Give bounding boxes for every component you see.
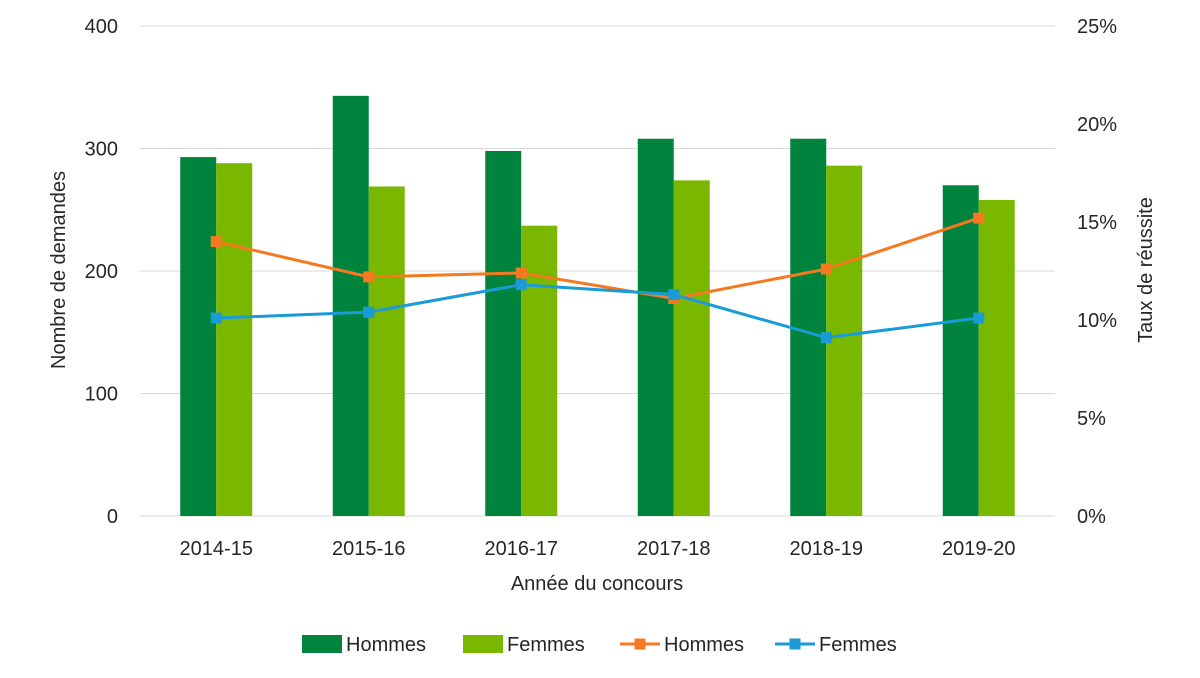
y2-tick-label: 25% xyxy=(1077,16,1117,38)
y2-tick-label: 0% xyxy=(1077,506,1106,528)
bar-femmes-2015-16 xyxy=(368,186,405,516)
marker-femmes-2014-15 xyxy=(210,312,222,324)
y-tick-label: 100 xyxy=(85,384,118,406)
bar-hommes-2018-19 xyxy=(790,138,827,516)
legend-label: Hommes xyxy=(346,634,426,656)
marker-hommes-2016-17 xyxy=(515,267,527,279)
lines xyxy=(210,212,985,344)
gridlines xyxy=(140,25,1055,517)
bar-hommes-2014-15 xyxy=(180,157,217,516)
marker-femmes-2019-20 xyxy=(973,312,985,324)
marker-hommes-2014-15 xyxy=(210,236,222,248)
bar-femmes-2014-15 xyxy=(216,163,253,516)
legend-label: Hommes xyxy=(664,634,744,656)
bar-femmes-2019-20 xyxy=(978,199,1015,516)
x-axis-title: Année du concours xyxy=(511,573,683,595)
legend: Hommes Femmes Hommes Femmes xyxy=(302,634,897,656)
legend-label: Femmes xyxy=(507,634,585,656)
marker-femmes-2018-19 xyxy=(820,332,832,344)
left-axis-ticks: 0 100 200 300 400 xyxy=(85,16,118,528)
y2-tick-label: 10% xyxy=(1077,310,1117,332)
y2-tick-label: 5% xyxy=(1077,408,1106,430)
line-hommes xyxy=(215,216,980,300)
x-tick-label: 2018-19 xyxy=(790,538,863,560)
x-tick-label: 2019-20 xyxy=(942,538,1015,560)
legend-swatch xyxy=(463,635,503,653)
bar-hommes-2017-18 xyxy=(637,138,674,516)
x-tick-label: 2017-18 xyxy=(637,538,710,560)
bar-hommes-2015-16 xyxy=(332,95,369,516)
y-tick-label: 200 xyxy=(85,261,118,283)
x-tick-label: 2015-16 xyxy=(332,538,405,560)
line-femmes xyxy=(216,283,979,340)
bar-femmes-2018-19 xyxy=(826,165,863,516)
bar-hommes-2016-17 xyxy=(485,150,522,516)
marker-hommes-2015-16 xyxy=(363,271,375,283)
y2-tick-label: 20% xyxy=(1077,114,1117,136)
x-axis-ticks: 2014-15 2015-16 2016-17 2017-18 2018-19 2019-… xyxy=(180,538,1016,560)
bar-hommes-2019-20 xyxy=(942,185,979,516)
x-tick-label: 2014-15 xyxy=(180,538,253,560)
x-tick-label: 2016-17 xyxy=(485,538,558,560)
y-tick-label: 0 xyxy=(107,506,118,528)
legend-marker xyxy=(789,638,801,650)
y-tick-label: 400 xyxy=(85,16,118,38)
marker-femmes-2015-16 xyxy=(363,306,375,318)
marker-femmes-2017-18 xyxy=(668,289,680,301)
marker-hommes-2018-19 xyxy=(820,263,832,275)
bars xyxy=(180,95,1015,517)
bar-femmes-2017-18 xyxy=(673,180,710,516)
y-tick-label: 300 xyxy=(85,139,118,161)
y-axis-title: Nombre de demandes xyxy=(48,171,70,369)
legend-swatch xyxy=(302,635,342,653)
marker-hommes-2019-20 xyxy=(973,212,985,224)
y2-tick-label: 15% xyxy=(1077,212,1117,234)
legend-marker xyxy=(634,638,646,650)
right-axis-ticks: 0% 5% 10% 15% 20% 25% xyxy=(1077,16,1117,528)
marker-femmes-2016-17 xyxy=(515,279,527,291)
legend-label: Femmes xyxy=(819,634,897,656)
y2-axis-title: Taux de réussite xyxy=(1135,197,1157,343)
